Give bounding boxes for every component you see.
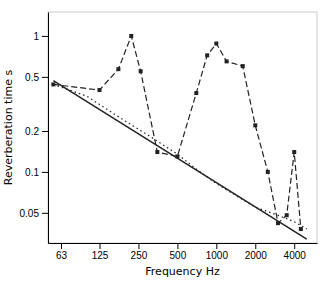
line-dashed — [53, 36, 300, 229]
marker — [116, 67, 120, 71]
x-tick: 500 — [170, 243, 187, 261]
marker — [139, 69, 143, 73]
y-tick-label: 0.1 — [25, 167, 39, 178]
y-tick: 0.05 — [20, 208, 48, 219]
y-tick: 0.2 — [25, 126, 48, 137]
y-axis-line — [48, 13, 49, 244]
x-tick: 2000 — [245, 243, 268, 261]
marker — [276, 221, 280, 225]
x-tick-mark — [99, 243, 100, 249]
x-tick-mark — [61, 243, 62, 249]
marker — [129, 34, 133, 38]
x-tick-label: 125 — [92, 250, 109, 261]
y-tick: 1 — [33, 31, 48, 42]
y-tick-label: 0.2 — [25, 126, 39, 137]
x-tick-label: 4000 — [284, 250, 307, 261]
chart: 63 125 250 500 1000 2000 4000 0.05 0.1 0.2 0.5 1 Fre… — [0, 0, 331, 281]
x-tick: 125 — [92, 243, 109, 261]
marker — [205, 53, 209, 57]
marker — [214, 41, 218, 45]
marker — [292, 150, 296, 154]
plot-frame — [48, 12, 317, 243]
x-tick-label: 250 — [131, 250, 148, 261]
plot: 63 125 250 500 1000 2000 4000 0.05 0.1 0.2 0.5 1 — [20, 12, 318, 261]
x-axis: 63 125 250 500 1000 2000 4000 — [49, 243, 318, 261]
marker — [299, 227, 303, 231]
marker — [97, 88, 101, 92]
x-tick-label: 63 — [56, 250, 68, 261]
marker — [285, 213, 289, 217]
x-tick-label: 500 — [170, 250, 187, 261]
y-tick: 0.1 — [25, 167, 48, 178]
y-tick-label: 0.05 — [20, 208, 40, 219]
y-tick-mark — [42, 77, 48, 78]
marker — [194, 91, 198, 95]
marker — [266, 170, 270, 174]
y-tick-mark — [42, 213, 48, 214]
y-axis: 0.05 0.1 0.2 0.5 1 — [20, 13, 49, 244]
x-tick-label: 1000 — [206, 250, 229, 261]
y-tick-mark — [42, 172, 48, 173]
line-dotted — [53, 84, 306, 229]
marker — [175, 154, 179, 158]
y-tick-label: 0.5 — [25, 72, 39, 83]
x-tick: 250 — [131, 243, 148, 261]
marker — [253, 123, 257, 127]
x-tick-mark — [255, 243, 256, 249]
marker — [225, 59, 229, 63]
x-tick-mark — [138, 243, 139, 249]
x-tick: 63 — [56, 243, 68, 261]
y-axis-title: Reverberation time s — [2, 70, 15, 186]
x-axis-line — [49, 243, 318, 244]
x-tick-mark — [216, 243, 217, 249]
y-tick-mark — [42, 131, 48, 132]
marks — [51, 34, 306, 239]
marker — [155, 150, 159, 154]
marker — [51, 82, 55, 86]
x-tick-mark — [177, 243, 178, 249]
x-tick-label: 2000 — [245, 250, 268, 261]
y-tick-label: 1 — [33, 31, 39, 42]
y-tick-mark — [42, 36, 48, 37]
y-tick: 0.5 — [25, 72, 48, 83]
x-axis-title: Frequency Hz — [145, 265, 220, 278]
marker — [241, 64, 245, 68]
x-tick: 1000 — [206, 243, 229, 261]
x-tick: 4000 — [284, 243, 307, 261]
line-solid — [53, 81, 306, 240]
x-tick-mark — [294, 243, 295, 249]
markers — [51, 34, 302, 231]
